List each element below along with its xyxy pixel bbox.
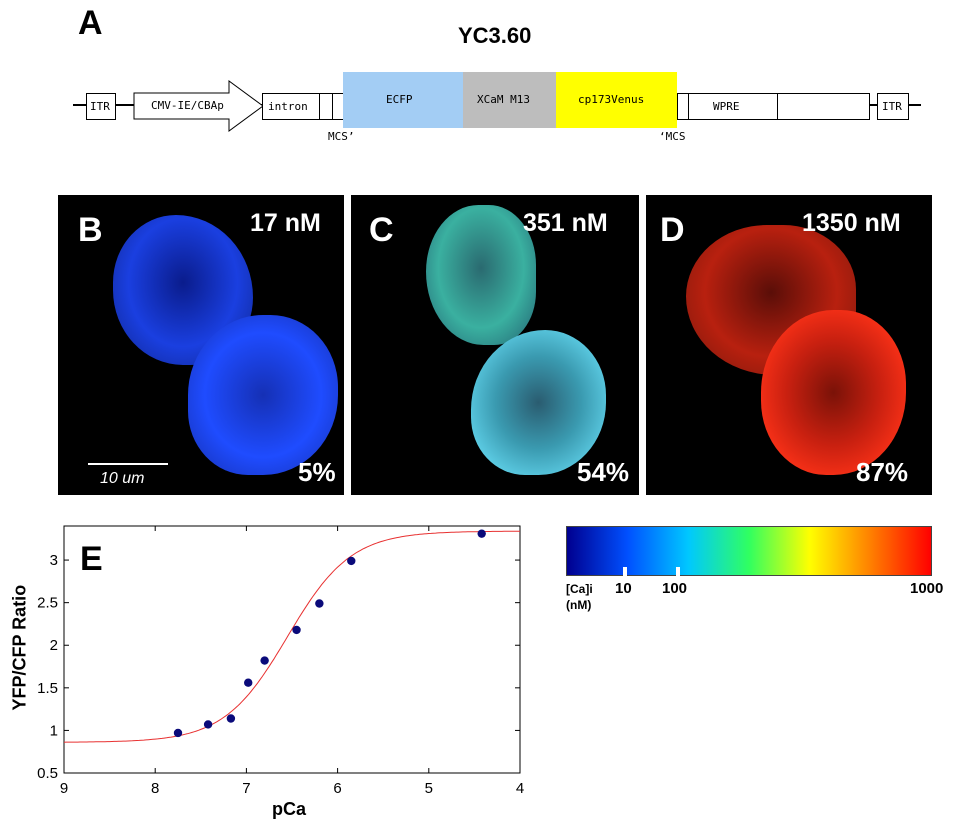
panel-d-percent: 87% xyxy=(856,457,909,487)
data-point xyxy=(203,720,213,729)
panel-b-letter: B xyxy=(78,211,103,249)
colorbar-tick-10 xyxy=(623,567,627,576)
chart-ylabel: YFP/CFP Ratio xyxy=(9,584,30,711)
cell-d-lower xyxy=(761,310,906,475)
colorbar-caption-line2: (nM) xyxy=(566,598,592,612)
mcs-right-label: ‘MCS xyxy=(659,130,686,143)
mcs-left-label: MCS’ xyxy=(328,130,355,143)
wpre-divider xyxy=(777,93,778,120)
chart-xlabel: pCa xyxy=(272,799,307,819)
intron-box: intron xyxy=(262,93,320,120)
x-tick-label: 5 xyxy=(425,780,433,797)
data-point xyxy=(315,599,324,608)
promoter-arrow xyxy=(133,80,264,132)
panel-d-letter: D xyxy=(660,211,685,249)
wpre-box: WPRE xyxy=(688,93,870,120)
data-point xyxy=(292,625,301,635)
scale-bar-label: 10 um xyxy=(100,470,145,487)
data-point xyxy=(244,678,253,687)
plot-frame xyxy=(63,525,521,774)
cell-b-lower xyxy=(188,315,338,475)
intron-label: intron xyxy=(268,100,308,113)
data-point xyxy=(173,728,183,738)
panel-c-percent: 54% xyxy=(577,457,630,487)
y-tick-label: 3 xyxy=(50,552,58,569)
data-point xyxy=(260,656,269,665)
micrograph-b: B 17 nM 5% 10 um xyxy=(58,195,344,495)
promoter-label: CMV-IE/CBAp xyxy=(151,99,224,112)
micrograph-c: C 351 nM 54% xyxy=(351,195,639,495)
x-tick-label: 7 xyxy=(242,780,250,797)
x-tick-label: 8 xyxy=(151,780,159,797)
venus-label: cp173Venus xyxy=(578,93,645,106)
y-tick-label: 0.5 xyxy=(37,765,58,782)
colorbar-label-100: 100 xyxy=(662,580,688,597)
itr-left-label: ITR xyxy=(90,100,110,113)
data-point xyxy=(347,556,356,566)
y-tick-label: 1 xyxy=(50,722,58,739)
mcs-left-divider xyxy=(332,93,333,120)
ecfp-block: ECFP xyxy=(343,72,463,128)
x-tick-label: 9 xyxy=(60,780,68,797)
panel-b-concentration: 17 nM xyxy=(250,209,321,237)
colorbar-label-10: 10 xyxy=(615,580,632,597)
data-point xyxy=(226,714,236,723)
y-tick-label: 1.5 xyxy=(37,680,58,697)
scale-bar xyxy=(88,463,168,465)
panel-a-letter: A xyxy=(78,4,103,42)
ecfp-label: ECFP xyxy=(386,93,413,106)
cell-c-upper xyxy=(426,205,536,345)
panel-b-percent: 5% xyxy=(298,457,336,487)
data-point xyxy=(477,529,486,538)
chart-e: 9 8 7 6 5 4 0.5 1 1.5 2 2.5 3 xyxy=(37,525,524,797)
panel-d-concentration: 1350 nM xyxy=(802,209,901,237)
colorbar xyxy=(566,526,932,576)
panel-c-letter: C xyxy=(369,211,394,249)
cell-c-lower xyxy=(471,330,606,475)
panel-e-letter: E xyxy=(80,540,103,578)
construct-title: YC3.60 xyxy=(458,23,532,48)
itr-left-box: ITR xyxy=(86,93,116,120)
fit-curve xyxy=(63,530,521,743)
x-tick-label: 6 xyxy=(333,780,341,797)
mcs-left-box xyxy=(319,93,344,120)
venus-block: cp173Venus xyxy=(556,72,677,128)
colorbar-caption-line1: [Ca]i xyxy=(566,582,593,596)
panel-c-concentration: 351 nM xyxy=(523,209,608,237)
xcam-label: XCaM M13 xyxy=(477,93,530,106)
micrograph-d: D 1350 nM 87% xyxy=(646,195,932,495)
colorbar-label-1000: 1000 xyxy=(910,580,944,597)
itr-right-label: ITR xyxy=(882,100,902,113)
wpre-label: WPRE xyxy=(713,100,740,113)
colorbar-tick-100 xyxy=(676,567,680,576)
x-tick-label: 4 xyxy=(516,780,524,797)
itr-right-box: ITR xyxy=(877,93,909,120)
y-tick-label: 2.5 xyxy=(37,595,58,612)
y-tick-label: 2 xyxy=(50,637,58,654)
xcam-block: XCaM M13 xyxy=(463,72,556,128)
